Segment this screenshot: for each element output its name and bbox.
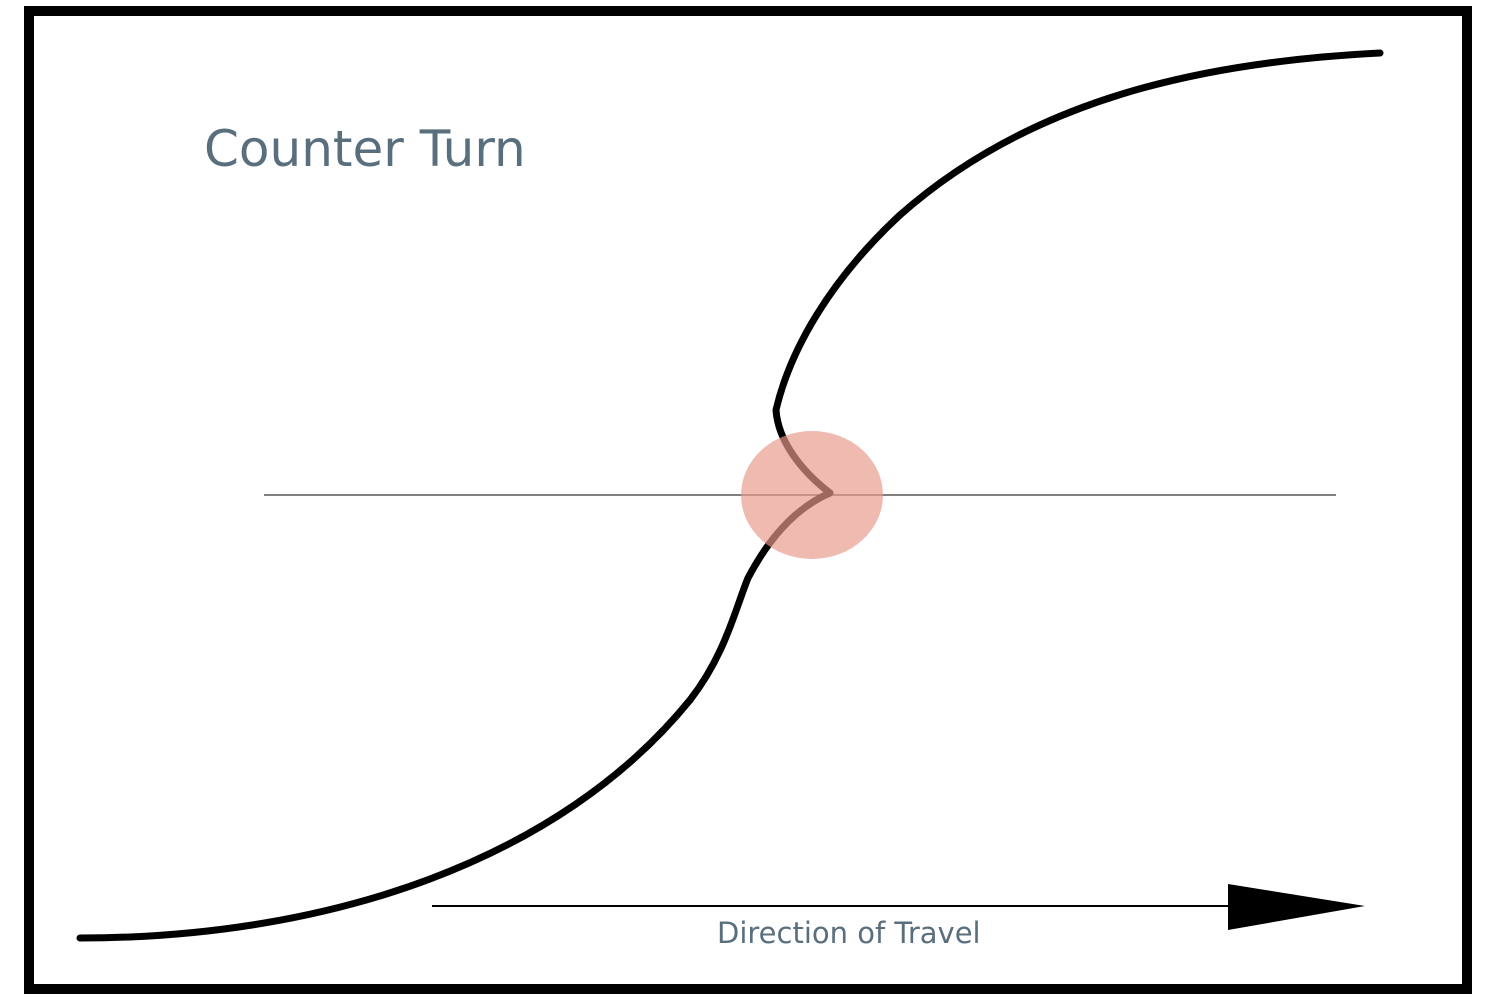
direction-of-travel-label: Direction of Travel bbox=[717, 916, 981, 950]
direction-arrow-head bbox=[1228, 884, 1365, 930]
counter-steer-highlight bbox=[741, 431, 883, 559]
travel-path-lower bbox=[76, 489, 834, 942]
travel-path-upper bbox=[772, 49, 1384, 497]
diagram-title: Counter Turn bbox=[204, 120, 526, 178]
